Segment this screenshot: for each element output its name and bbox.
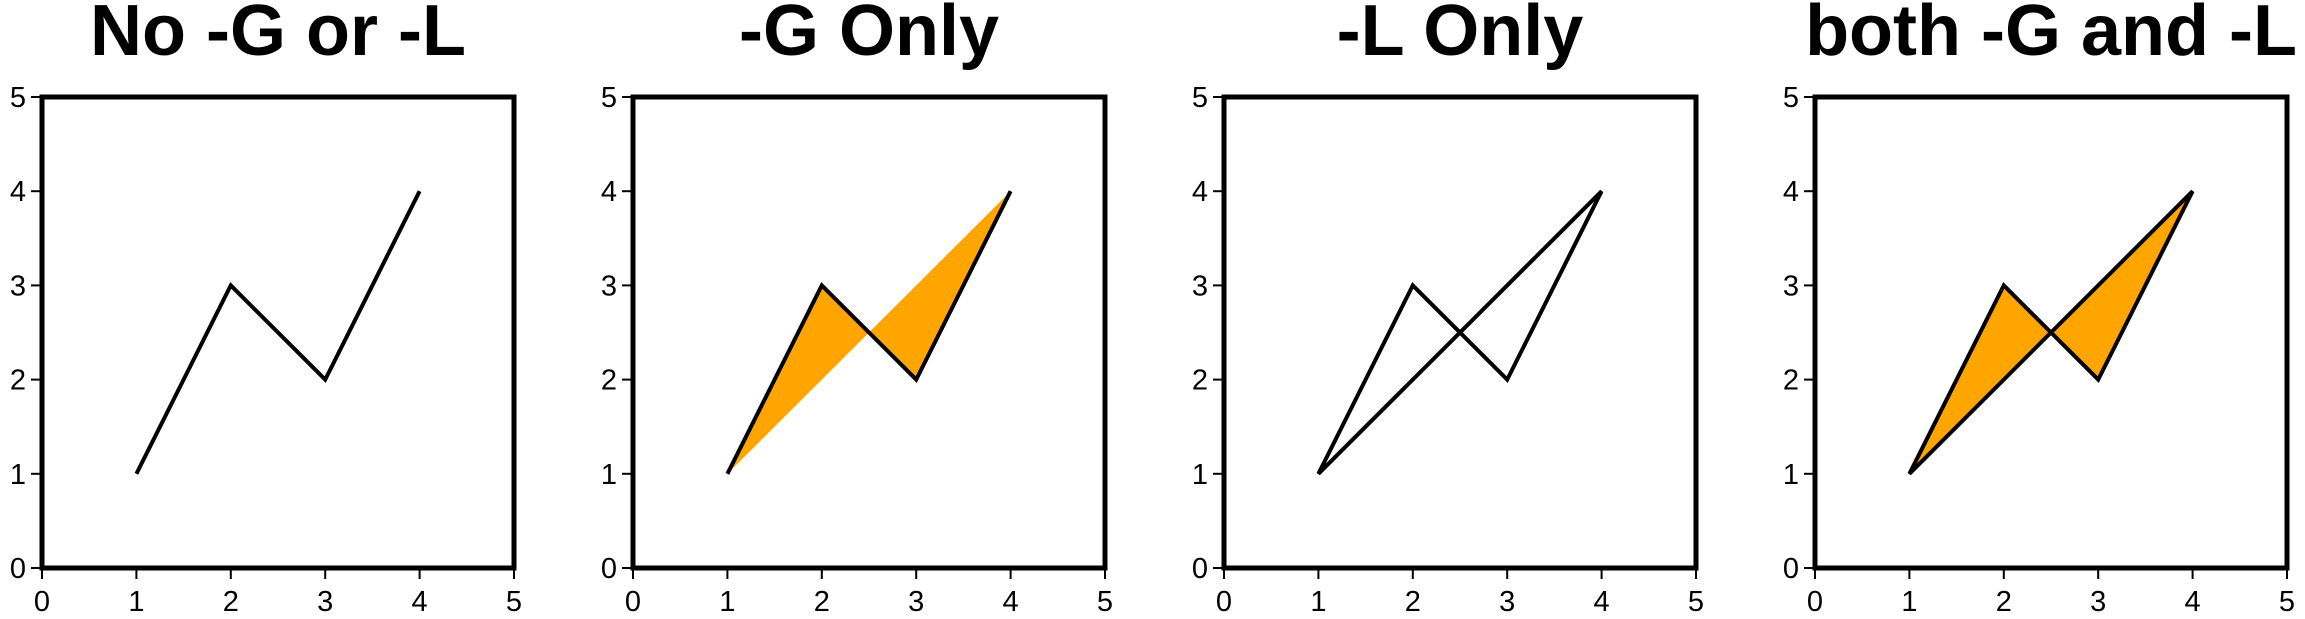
data-line: [1907, 189, 2195, 476]
chart-panel: both -G and -L 0 1 2 3 4 5 0 1 2 3 4 5: [1783, 0, 2297, 618]
y-tick-label: 2: [1783, 365, 1799, 397]
y-tick-label: 1: [601, 459, 617, 491]
x-tick-label: 1: [128, 586, 144, 618]
x-tick-label: 5: [1097, 586, 1113, 618]
panel-title: -L Only: [1337, 0, 1584, 71]
x-tick-label: 0: [34, 586, 50, 618]
y-tick-label: 2: [601, 365, 617, 397]
x-tick-label: 4: [1594, 586, 1610, 618]
data-line: [1316, 189, 1604, 476]
panel-title: No -G or -L: [90, 0, 466, 71]
y-tick-label: 3: [1192, 270, 1208, 302]
x-tick-label: 3: [1499, 586, 1515, 618]
chart-panel: -G Only 0 1 2 3 4 5 0 1 2 3 4 5: [601, 0, 1113, 618]
y-tick-label: 0: [601, 553, 617, 585]
y-tick-label: 4: [1783, 176, 1799, 208]
x-tick-label: 0: [625, 586, 641, 618]
y-tick-label: 3: [10, 270, 26, 302]
y-tick-label: 4: [1192, 176, 1208, 208]
data-line: [134, 190, 422, 475]
y-tick-label: 4: [10, 176, 26, 208]
x-tick-label: 4: [412, 586, 428, 618]
y-tick-label: 2: [10, 365, 26, 397]
y-tick-label: 3: [1783, 270, 1799, 302]
y-tick-label: 3: [601, 270, 617, 302]
plot-frame: [630, 94, 1108, 571]
y-tick-label: 1: [10, 459, 26, 491]
chart-panel: -L Only 0 1 2 3 4 5 0 1 2 3 4 5: [1192, 0, 1704, 618]
x-tick-label: 4: [1003, 586, 1019, 618]
y-tick-label: 1: [1783, 459, 1799, 491]
y-tick-label: 2: [1192, 365, 1208, 397]
x-tick-label: 5: [1688, 586, 1704, 618]
x-tick-label: 4: [2185, 586, 2201, 618]
y-tick-label: 0: [1783, 553, 1799, 585]
y-tick-label: 1: [1192, 459, 1208, 491]
y-tick-label: 5: [1783, 82, 1799, 114]
y-tick-label: 5: [1192, 82, 1208, 114]
y-tick-label: 4: [601, 176, 617, 208]
data-line: [725, 190, 1013, 475]
x-tick-label: 2: [1405, 586, 1421, 618]
x-tick-label: 0: [1807, 586, 1823, 618]
y-tick-label: 0: [1192, 553, 1208, 585]
panel-title: both -G and -L: [1805, 0, 2297, 71]
x-tick-label: 2: [1996, 586, 2012, 618]
x-tick-label: 2: [814, 586, 830, 618]
x-tick-label: 1: [1310, 586, 1326, 618]
y-tick-label: 5: [10, 82, 26, 114]
x-tick-label: 1: [1901, 586, 1917, 618]
y-tick-label: 0: [10, 553, 26, 585]
plot-frame: [1221, 94, 1699, 571]
x-tick-label: 2: [223, 586, 239, 618]
plot-frame: [39, 94, 517, 571]
x-tick-label: 5: [506, 586, 522, 618]
x-tick-label: 1: [719, 586, 735, 618]
chart-panel: No -G or -L 0 1 2 3 4 5 0 1 2 3 4 5: [10, 0, 522, 618]
y-tick-label: 5: [601, 82, 617, 114]
x-tick-label: 3: [317, 586, 333, 618]
x-tick-label: 3: [908, 586, 924, 618]
x-tick-label: 3: [2090, 586, 2106, 618]
x-tick-label: 5: [2279, 586, 2295, 618]
x-tick-label: 0: [1216, 586, 1232, 618]
plot-frame: [1812, 94, 2290, 571]
panel-title: -G Only: [739, 0, 999, 71]
